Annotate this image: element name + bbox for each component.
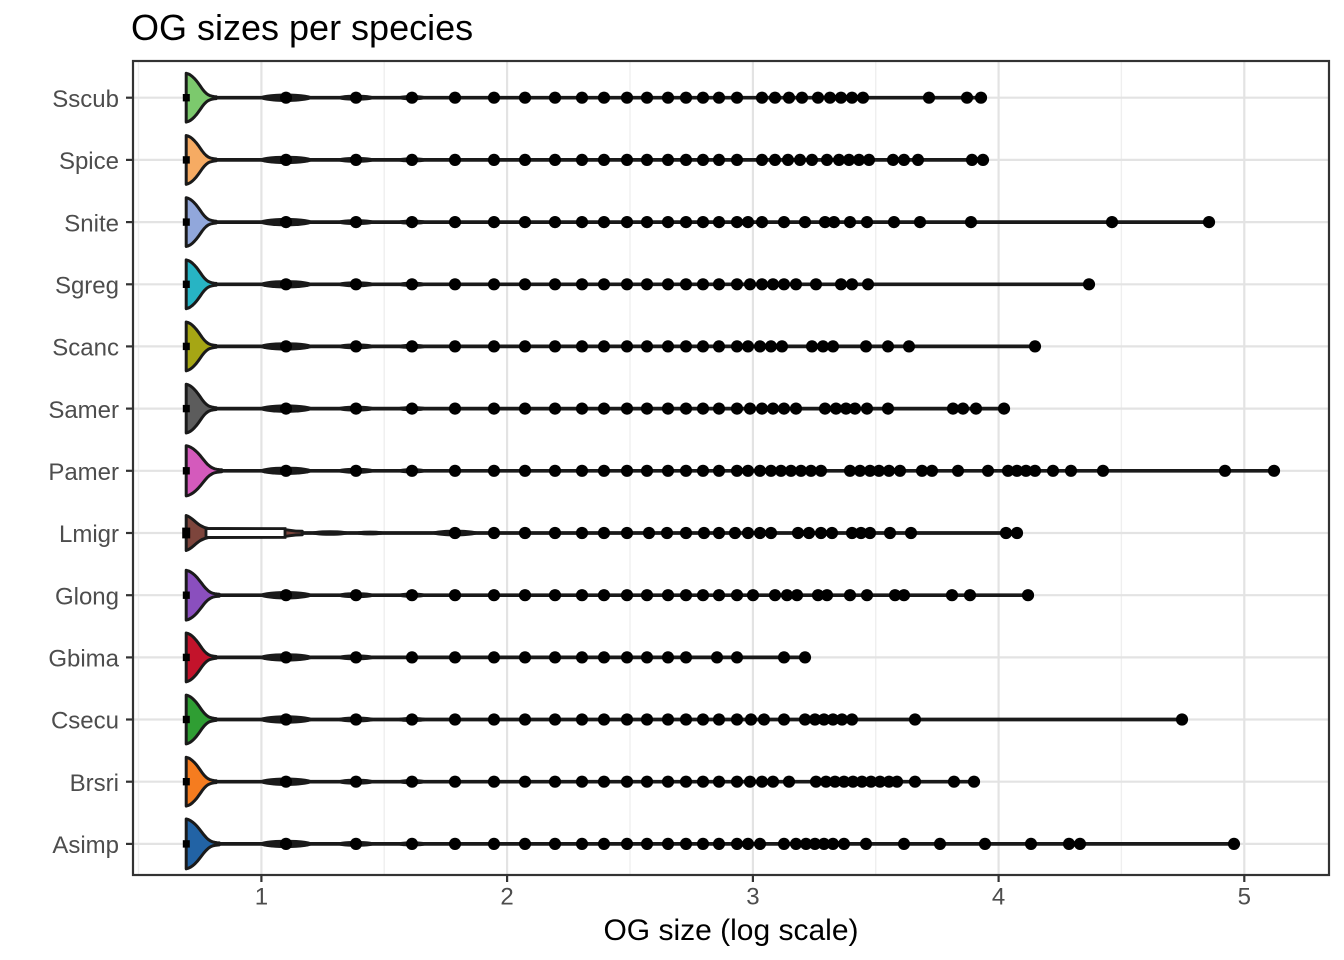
svg-text:Asimp: Asimp (52, 832, 119, 859)
svg-text:Samer: Samer (48, 397, 119, 424)
svg-text:Sscub: Sscub (52, 86, 119, 113)
svg-text:Glong: Glong (55, 583, 119, 610)
svg-text:1: 1 (255, 884, 268, 911)
svg-text:Lmigr: Lmigr (59, 521, 119, 548)
svg-text:OG sizes per species: OG sizes per species (131, 7, 473, 48)
svg-text:5: 5 (1238, 884, 1251, 911)
svg-text:4: 4 (992, 884, 1005, 911)
svg-text:Pamer: Pamer (48, 459, 119, 486)
svg-text:Gbima: Gbima (48, 646, 119, 673)
svg-text:Scanc: Scanc (52, 335, 119, 362)
svg-text:Brsri: Brsri (70, 770, 119, 797)
svg-text:Csecu: Csecu (51, 708, 119, 735)
svg-text:3: 3 (746, 884, 759, 911)
svg-text:OG size (log scale): OG size (log scale) (603, 914, 858, 947)
svg-text:2: 2 (500, 884, 513, 911)
svg-text:Spice: Spice (59, 148, 119, 175)
svg-text:Snite: Snite (64, 210, 119, 237)
svg-text:Sgreg: Sgreg (55, 273, 119, 300)
